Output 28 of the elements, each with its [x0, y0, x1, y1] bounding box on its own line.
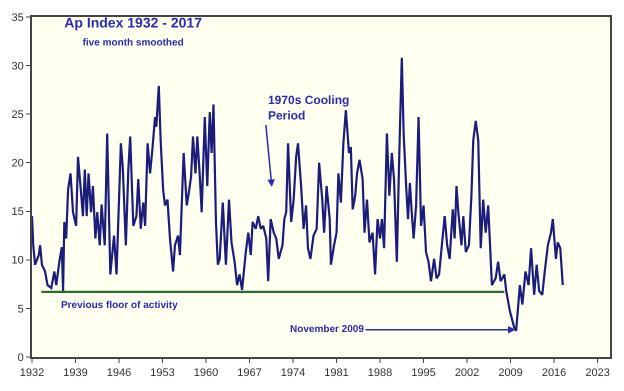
annotation: November 2009: [290, 324, 364, 335]
x-tick-label: 2009: [498, 367, 523, 380]
x-tick-label: 2002: [454, 367, 480, 380]
x-tick-label: 1988: [368, 367, 392, 380]
x-tick-label: 1953: [150, 367, 175, 380]
y-tick-label: 30: [12, 60, 24, 72]
y-tick-label: 25: [12, 108, 24, 121]
y-tick-label: 10: [12, 254, 24, 267]
x-tick-label: 1974: [280, 367, 306, 380]
y-tick-label: 15: [12, 206, 24, 218]
annotation: 1970s Cooling Period: [268, 93, 350, 123]
annotation: Previous floor of activity: [61, 300, 178, 311]
x-tick-label: 1939: [63, 367, 88, 380]
y-tick-label: 35: [12, 12, 24, 24]
x-tick-label: 1981: [324, 367, 349, 380]
y-tick-label: 20: [12, 158, 24, 170]
x-tick-label: 2016: [542, 367, 566, 380]
x-tick-label: 1946: [106, 367, 132, 380]
x-tick-label: 1995: [411, 367, 436, 380]
y-tick-label: 5: [18, 303, 24, 316]
line-series: [32, 56, 564, 332]
x-tick-label: 1967: [237, 367, 262, 380]
x-tick-label: 1960: [194, 367, 218, 380]
chart-title: Ap Index 1932 - 2017: [64, 14, 202, 30]
y-tick-label: 0: [18, 352, 24, 364]
text: five month smoothed: [82, 38, 184, 49]
x-tick-label: 2023: [585, 367, 610, 380]
x-tick-label: 1932: [20, 367, 44, 380]
